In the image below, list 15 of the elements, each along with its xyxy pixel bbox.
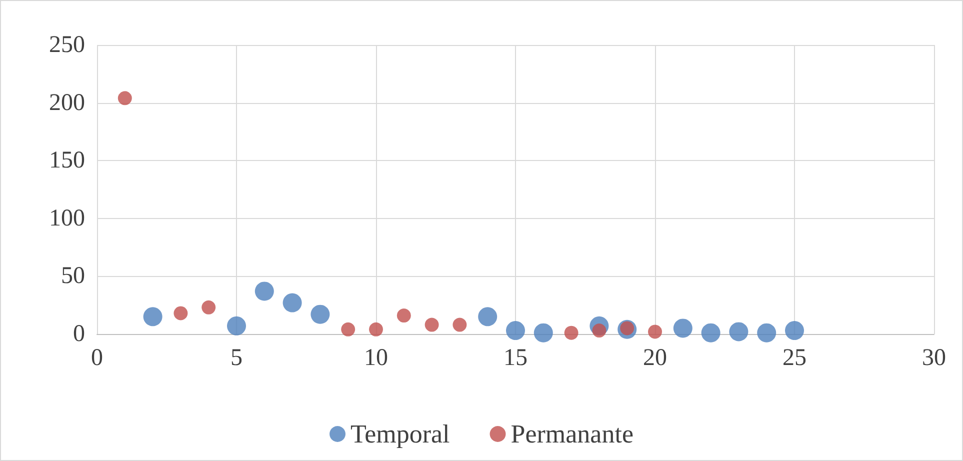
y-tick-label: 0 [73, 321, 85, 347]
y-tick-label: 200 [49, 90, 85, 116]
legend-label: Permanante [510, 420, 634, 448]
y-tick-label: 250 [49, 32, 85, 58]
x-tick-label: 15 [504, 345, 528, 371]
y-tick-label: 100 [49, 205, 85, 232]
x-tick-label: 25 [782, 345, 806, 371]
y-tick-label: 150 [49, 148, 85, 174]
x-tick-label: 0 [91, 345, 103, 371]
y-tick-label: 50 [61, 263, 85, 290]
x-tick-label: 5 [230, 345, 242, 371]
x-tick-label: 10 [364, 345, 388, 371]
x-tick-label: 20 [643, 345, 667, 371]
x-tick-label: 30 [922, 345, 946, 371]
legend-label: Temporal [350, 420, 450, 448]
